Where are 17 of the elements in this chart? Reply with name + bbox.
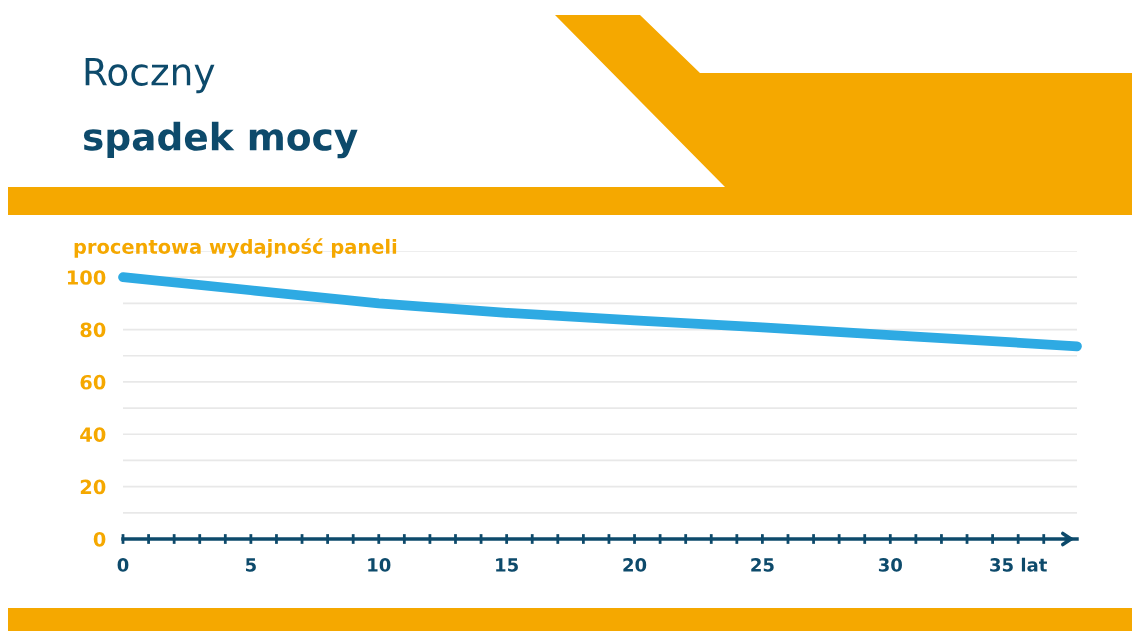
chart-subtitle: spadek mocy — [83, 121, 358, 159]
x-tick-label: 0 — [117, 558, 129, 572]
x-tick-label: 35 lat — [990, 557, 1047, 572]
y-tick-label: 100 — [67, 270, 106, 285]
y-tick-label: 80 — [80, 322, 106, 338]
x-tick-label: 25 — [751, 558, 774, 572]
y-tick-label: 0 — [93, 531, 106, 547]
y-tick-label: 20 — [80, 479, 106, 495]
x-tick-label: 15 — [496, 558, 518, 572]
x-tick-label: 10 — [368, 558, 391, 572]
x-tick-label: 30 — [878, 558, 902, 572]
y-tick-label: 60 — [80, 374, 106, 390]
y-tick-label: 40 — [80, 427, 106, 442]
x-tick-label: 20 — [623, 558, 647, 572]
x-tick-label: 5 — [245, 558, 256, 572]
chart-title: Roczny — [85, 58, 215, 94]
y-axis-title: procentowa wydajność paneli — [74, 238, 397, 258]
